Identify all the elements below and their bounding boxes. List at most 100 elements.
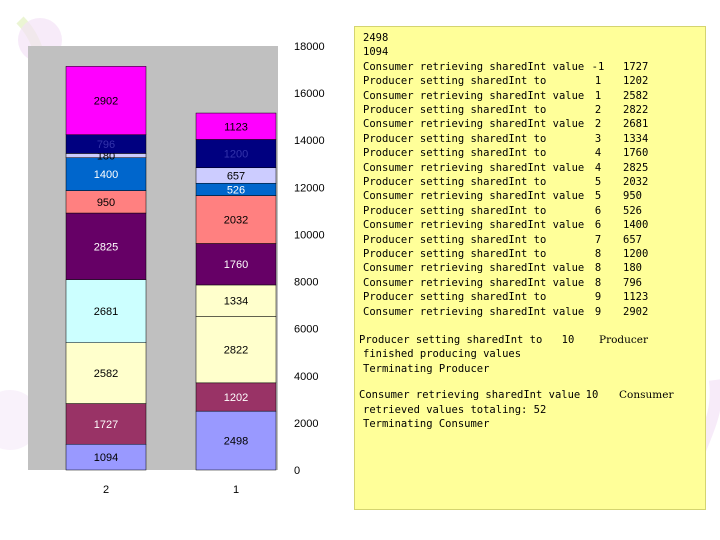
log-value: Consumer <box>619 389 674 402</box>
log-message: Consumer retrieving sharedInt value <box>363 190 585 203</box>
data-label: 1200 <box>224 149 248 161</box>
y-tick-label: 16000 <box>294 88 325 100</box>
log-message: Consumer retrieving sharedInt value <box>363 118 585 131</box>
log-message: 2498 <box>363 32 389 44</box>
log-value: 2902 <box>623 305 649 318</box>
data-label: 2498 <box>224 436 248 448</box>
y-tick-label: 2000 <box>294 418 318 430</box>
data-label: 2681 <box>94 306 118 318</box>
data-label: 1400 <box>94 169 118 181</box>
x-category-label: 1 <box>233 484 239 496</box>
y-tick-label: 0 <box>294 465 300 477</box>
log-value: 2825 <box>623 161 649 174</box>
log-thread: 10 <box>561 334 575 346</box>
log-thread: 9 <box>594 291 602 304</box>
log-thread: 1 <box>594 75 602 88</box>
data-label: 1094 <box>94 452 118 464</box>
log-message: Producer setting sharedInt to <box>363 204 547 217</box>
data-label: 796 <box>97 139 115 151</box>
log-thread: 4 <box>594 161 602 174</box>
log-thread: 2 <box>594 104 602 116</box>
bar-segment-1-10 <box>195 112 277 140</box>
log-value: 1727 <box>623 60 649 73</box>
bars-group: 1094172725822681282595014001807962902249… <box>65 66 277 471</box>
log-value: 180 <box>623 262 642 275</box>
log-thread: 4 <box>594 147 602 160</box>
log-message: Producer setting sharedInt to <box>359 334 543 346</box>
log-message: finished producing values <box>363 348 522 361</box>
log-value: 2681 <box>623 118 649 131</box>
bar-segment-1-3 <box>195 316 277 384</box>
log-thread: 10 <box>585 389 599 402</box>
y-tick-label: 6000 <box>294 324 318 336</box>
log-message: Producer setting sharedInt to <box>363 75 547 88</box>
log-message: Producer setting sharedInt to <box>363 147 547 160</box>
log-message: 1094 <box>363 46 389 59</box>
log-thread: 5 <box>594 176 602 188</box>
log-message: Consumer retrieving sharedInt value <box>359 389 581 402</box>
log-message: Producer setting sharedInt to <box>363 132 547 145</box>
log-message: Producer setting sharedInt to <box>363 291 547 304</box>
log-thread: 8 <box>594 276 602 289</box>
log-message: Consumer retrieving sharedInt value <box>363 89 585 102</box>
log-thread: 1 <box>594 89 602 102</box>
log-value: 1202 <box>623 75 649 88</box>
log-value: 657 <box>623 233 642 246</box>
log-value: 1334 <box>623 132 649 145</box>
bar-segment-1-6 <box>195 195 277 244</box>
data-label: 2825 <box>94 241 118 253</box>
log-message: Consumer retrieving sharedInt value <box>363 219 585 232</box>
console-output-panel: 2498 1094 Consumer retrieving sharedInt va… <box>354 26 706 510</box>
log-thread: 8 <box>594 262 602 275</box>
stacked-bar-chart: 1094172725822681282595014001807962902249… <box>28 41 325 496</box>
log-value: 2582 <box>623 89 649 102</box>
bar-segment-1-2 <box>195 382 277 412</box>
log-message: Producer setting sharedInt to <box>363 104 547 116</box>
bar-segment-2-4 <box>65 279 147 343</box>
log-message: retrieved values totaling: 52 <box>363 403 547 416</box>
log-value: Producer <box>599 334 649 346</box>
log-message: Consumer retrieving sharedInt value <box>363 305 585 318</box>
y-tick-label: 4000 <box>294 371 318 383</box>
log-thread: 6 <box>594 219 602 232</box>
y-axis-ticks: 0 2000 4000 6000 8000 10000 12000 14000 16000 180… <box>294 41 325 477</box>
bar-segment-2-1 <box>65 443 147 471</box>
data-label: 2582 <box>94 368 118 380</box>
bar-segment-2-10 <box>65 66 147 135</box>
data-label: 2032 <box>224 215 248 227</box>
y-tick-label: 8000 <box>294 277 318 289</box>
y-tick-label: 12000 <box>294 182 325 194</box>
log-message: Consumer retrieving sharedInt value <box>363 161 585 174</box>
y-tick-label: 14000 <box>294 135 325 147</box>
log-message: Consumer retrieving sharedInt value <box>363 262 585 275</box>
log-thread: 3 <box>594 132 602 145</box>
x-category-label: 2 <box>103 484 109 496</box>
log-thread: 9 <box>594 305 602 318</box>
log-thread: 7 <box>594 233 602 246</box>
bar-segment-1-9 <box>195 139 277 169</box>
data-label: 950 <box>97 197 115 209</box>
data-label: 1334 <box>224 296 248 308</box>
log-thread: 8 <box>594 248 602 260</box>
data-label: 526 <box>227 184 245 196</box>
log-message: Terminating Consumer <box>363 418 490 430</box>
log-message: Consumer retrieving sharedInt value <box>363 60 585 73</box>
log-thread: 2 <box>594 118 602 131</box>
data-label: 2822 <box>224 345 248 357</box>
log-value: 526 <box>623 204 642 217</box>
log-thread: 6 <box>594 204 602 217</box>
y-tick-label: 10000 <box>294 229 325 241</box>
log-value: 1400 <box>623 219 649 232</box>
log-message: Producer setting sharedInt to <box>363 233 547 246</box>
data-label: 1760 <box>224 259 248 271</box>
log-thread: 5 <box>594 190 602 203</box>
log-value: 1200 <box>623 248 649 260</box>
y-tick-label: 18000 <box>294 41 325 53</box>
data-label: 1202 <box>224 392 248 404</box>
log-message: Terminating Producer <box>363 362 490 375</box>
log-thread: -1 <box>591 60 605 73</box>
log-value: 1760 <box>623 147 649 160</box>
bar-segment-2-3 <box>65 342 147 404</box>
log-value: 2032 <box>623 176 649 188</box>
